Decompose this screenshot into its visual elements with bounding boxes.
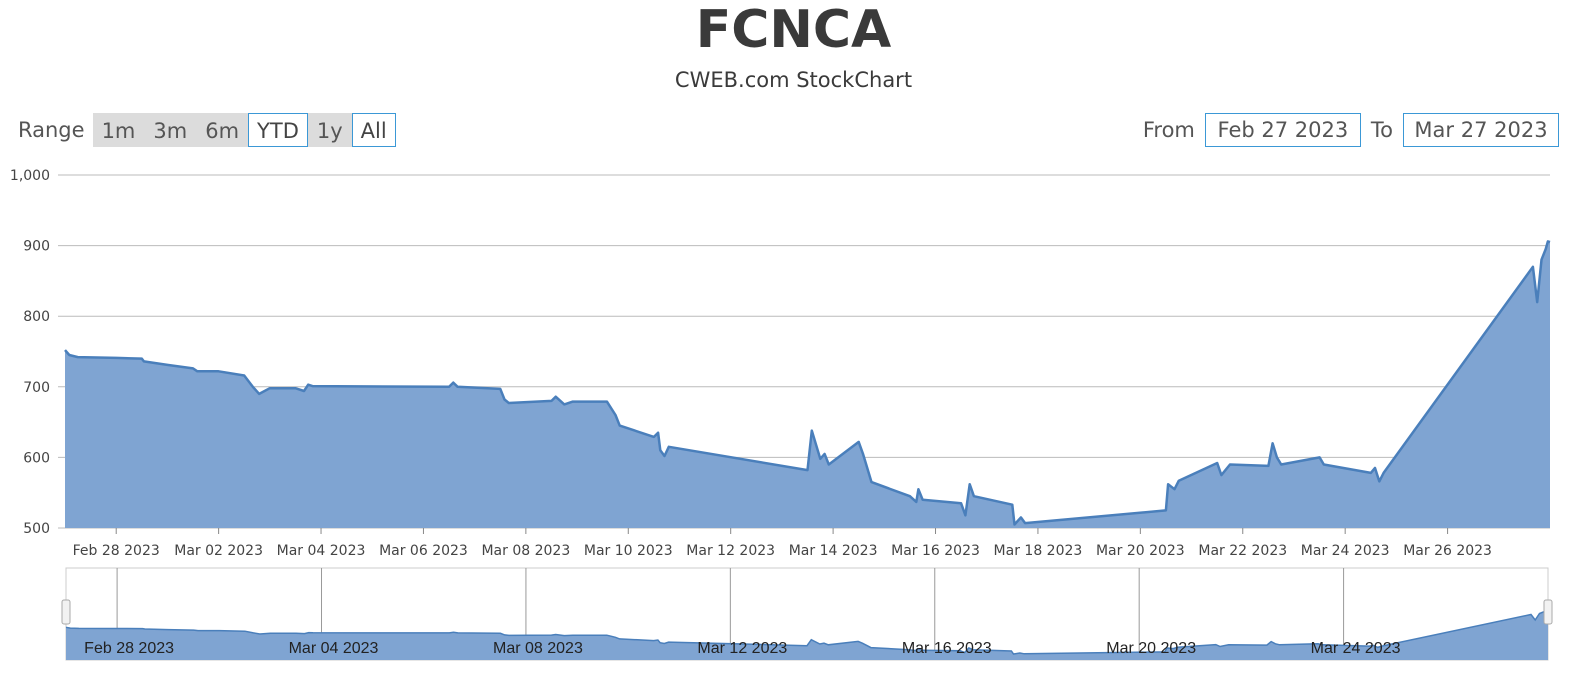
range-button-ytd[interactable]: YTD bbox=[248, 113, 308, 147]
x-tick-label: Mar 08 2023 bbox=[481, 543, 570, 559]
range-label: Range bbox=[18, 118, 85, 142]
range-button-3m[interactable]: 3m bbox=[144, 113, 197, 147]
navigator-right-handle[interactable] bbox=[1543, 599, 1553, 625]
x-tick-label: Mar 18 2023 bbox=[994, 543, 1083, 559]
date-range: From To bbox=[1133, 112, 1559, 148]
navigator-tick-label: Feb 28 2023 bbox=[84, 640, 174, 657]
range-button-1m[interactable]: 1m bbox=[92, 113, 145, 147]
range-button-6m[interactable]: 6m bbox=[196, 113, 249, 147]
chart-subtitle: CWEB.com StockChart bbox=[674, 68, 913, 92]
x-axis-labels: Feb 28 2023 Mar 02 2023 Mar 04 2023 Mar 06 … bbox=[73, 528, 1492, 559]
range-button-all[interactable]: All bbox=[351, 113, 396, 147]
x-tick-label: Mar 10 2023 bbox=[584, 543, 673, 559]
navigator[interactable]: Feb 28 2023 Mar 04 2023 Mar 08 2023 Mar 12 … bbox=[61, 567, 1553, 661]
y-tick-label: 700 bbox=[23, 380, 50, 396]
x-tick-label: Feb 28 2023 bbox=[73, 543, 160, 559]
navigator-tick-label: Mar 16 2023 bbox=[902, 640, 992, 657]
x-tick-label: Mar 26 2023 bbox=[1403, 543, 1492, 559]
from-date-input[interactable] bbox=[1204, 113, 1361, 147]
range-button-1y[interactable]: 1y bbox=[307, 113, 352, 147]
x-tick-label: Mar 12 2023 bbox=[686, 543, 775, 559]
series-line bbox=[64, 240, 1551, 526]
navigator-tick-label: Mar 04 2023 bbox=[289, 640, 379, 657]
y-tick-label: 900 bbox=[23, 239, 50, 255]
navigator-line bbox=[65, 609, 1549, 655]
to-label: To bbox=[1370, 118, 1393, 142]
chart-title: FCNCA bbox=[695, 0, 892, 60]
y-tick-label: 800 bbox=[23, 309, 50, 325]
x-tick-label: Mar 16 2023 bbox=[891, 543, 980, 559]
y-axis-labels: 500 600 700 800 900 1,000 bbox=[10, 168, 50, 537]
x-tick-label: Mar 20 2023 bbox=[1096, 543, 1185, 559]
to-date-input[interactable] bbox=[1403, 113, 1559, 147]
y-tick-label: 1,000 bbox=[10, 168, 50, 184]
y-tick-label: 500 bbox=[23, 521, 50, 537]
range-selector: Range 1m 3m 6m YTD 1y All bbox=[18, 112, 396, 148]
navigator-left-handle[interactable] bbox=[61, 599, 71, 625]
from-label: From bbox=[1142, 118, 1195, 142]
navigator-tick-label: Mar 12 2023 bbox=[697, 640, 787, 657]
x-tick-label: Mar 24 2023 bbox=[1301, 543, 1390, 559]
x-tick-label: Mar 22 2023 bbox=[1198, 543, 1287, 559]
x-tick-label: Mar 04 2023 bbox=[277, 543, 366, 559]
price-area-series bbox=[64, 240, 1551, 528]
navigator-tick-label: Mar 20 2023 bbox=[1106, 640, 1196, 657]
navigator-tick-label: Mar 08 2023 bbox=[493, 640, 583, 657]
x-tick-label: Mar 06 2023 bbox=[379, 543, 468, 559]
navigator-tick-label: Mar 24 2023 bbox=[1311, 640, 1401, 657]
y-tick-label: 600 bbox=[23, 450, 50, 466]
x-tick-label: Mar 02 2023 bbox=[174, 543, 263, 559]
series-area-fill bbox=[65, 241, 1550, 528]
x-tick-label: Mar 14 2023 bbox=[789, 543, 878, 559]
